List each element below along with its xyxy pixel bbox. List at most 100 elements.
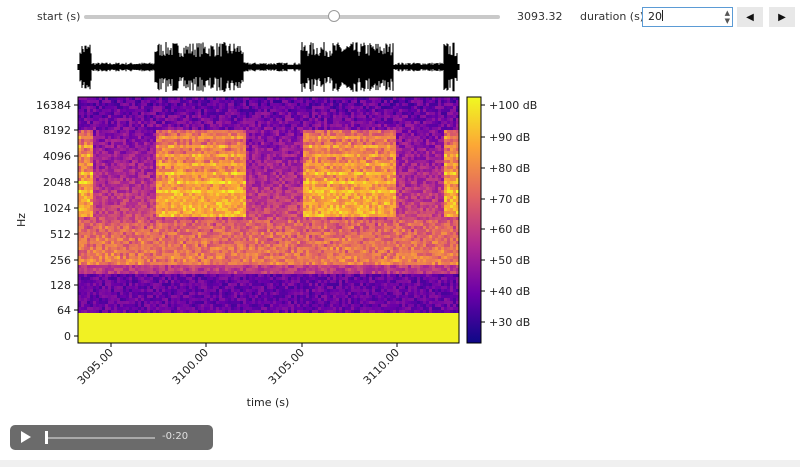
spectrogram-cell: [138, 202, 141, 205]
spectrogram-cell: [189, 325, 192, 328]
spectrogram-cell: [192, 214, 195, 217]
spectrogram-cell: [159, 169, 162, 172]
spectrogram-cell: [237, 118, 240, 121]
spectrogram-cell: [180, 304, 183, 307]
spectrogram-cell: [213, 274, 216, 277]
spectrogram-cell: [111, 145, 114, 148]
spectrogram-cell: [120, 235, 123, 238]
spectrogram-cell: [225, 205, 228, 208]
spectrogram-cell: [192, 172, 195, 175]
spectrogram-cell: [96, 127, 99, 130]
spectrogram-cell: [159, 274, 162, 277]
spectrogram-cell: [195, 334, 198, 337]
spectrogram-cell: [171, 220, 174, 223]
spectrogram-cell: [153, 241, 156, 244]
spectrogram-cell: [243, 331, 246, 334]
spectrogram-cell: [216, 163, 219, 166]
spectrogram-cell: [177, 154, 180, 157]
spectrogram-cell: [90, 340, 93, 343]
spectrogram-cell: [243, 292, 246, 295]
spectrogram-cell: [99, 271, 102, 274]
spectrogram-cell: [171, 115, 174, 118]
spectrogram-cell: [102, 190, 105, 193]
spectrogram-cell: [198, 121, 201, 124]
spectrogram-cell: [225, 247, 228, 250]
spectrogram-cell: [207, 184, 210, 187]
spectrogram-cell: [108, 214, 111, 217]
spectrogram-cell: [162, 337, 165, 340]
spectrogram-cell: [189, 202, 192, 205]
spectrogram-cell: [147, 121, 150, 124]
spectrogram-cell: [225, 319, 228, 322]
spectrogram-cell: [138, 286, 141, 289]
start-slider-thumb[interactable]: [327, 10, 340, 22]
spectrogram-cell: [204, 316, 207, 319]
previous-button[interactable]: ◀: [737, 7, 763, 27]
duration-input[interactable]: 20 ▲ ▼: [642, 7, 733, 27]
spectrogram-cell: [135, 178, 138, 181]
spectrogram-cell: [114, 304, 117, 307]
spectrogram-cell: [192, 307, 195, 310]
spectrogram-cell: [93, 322, 96, 325]
spectrogram-cell: [237, 316, 240, 319]
spectrogram-cell: [123, 301, 126, 304]
spectrogram-cell: [78, 271, 81, 274]
spectrogram-cell: [93, 217, 96, 220]
spectrogram-cell: [234, 340, 237, 343]
spectrogram-cell: [120, 181, 123, 184]
spectrogram-cell: [147, 271, 150, 274]
spectrogram-cell: [81, 265, 84, 268]
spectrogram-cell: [117, 109, 120, 112]
spectrogram-cell: [195, 109, 198, 112]
spectrogram-cell: [159, 133, 162, 136]
spectrogram-cell: [150, 238, 153, 241]
spectrogram-cell: [153, 205, 156, 208]
spectrogram-cell: [123, 118, 126, 121]
spectrogram-cell: [216, 208, 219, 211]
spectrogram-cell: [168, 100, 171, 103]
spectrogram-cell: [231, 151, 234, 154]
spectrogram-cell: [156, 262, 159, 265]
spectrogram-cell: [240, 325, 243, 328]
spectrogram-cell: [231, 187, 234, 190]
spectrogram-cell: [105, 283, 108, 286]
next-button[interactable]: ▶: [769, 7, 795, 27]
spectrogram-cell: [183, 199, 186, 202]
spectrogram-cell: [201, 190, 204, 193]
spectrogram-cell: [222, 277, 225, 280]
spectrogram-cell: [78, 268, 81, 271]
spectrogram-cell: [126, 139, 129, 142]
spectrogram-cell: [144, 223, 147, 226]
spectrogram-cell: [111, 205, 114, 208]
spectrogram-cell: [162, 220, 165, 223]
spectrogram-cell: [243, 274, 246, 277]
spectrogram-cell: [102, 319, 105, 322]
spectrogram-cell: [240, 97, 243, 100]
spectrogram-cell: [228, 175, 231, 178]
spectrogram-cell: [210, 319, 213, 322]
spectrogram-cell: [111, 136, 114, 139]
spectrogram-cell: [156, 298, 159, 301]
spectrogram-cell: [102, 136, 105, 139]
spectrogram-cell: [243, 178, 246, 181]
spectrogram-cell: [90, 118, 93, 121]
spectrogram-cell: [117, 250, 120, 253]
spectrogram-cell: [210, 307, 213, 310]
spectrogram-cell: [204, 214, 207, 217]
spectrogram-cell: [165, 157, 168, 160]
duration-stepper[interactable]: ▲ ▼: [724, 9, 730, 25]
start-slider-track[interactable]: [84, 15, 500, 19]
spectrogram-cell: [159, 100, 162, 103]
spectrogram-cell: [192, 274, 195, 277]
spectrogram-cell: [111, 241, 114, 244]
spectrogram-cell: [198, 250, 201, 253]
spectrogram-cell: [108, 220, 111, 223]
spectrogram-cell: [129, 304, 132, 307]
spectrogram-cell: [174, 331, 177, 334]
spectrogram-cell: [81, 304, 84, 307]
spectrogram-cell: [210, 313, 213, 316]
spectrogram-cell: [240, 223, 243, 226]
spectrogram-cell: [99, 208, 102, 211]
spectrogram-cell: [225, 211, 228, 214]
spectrogram-cell: [213, 325, 216, 328]
